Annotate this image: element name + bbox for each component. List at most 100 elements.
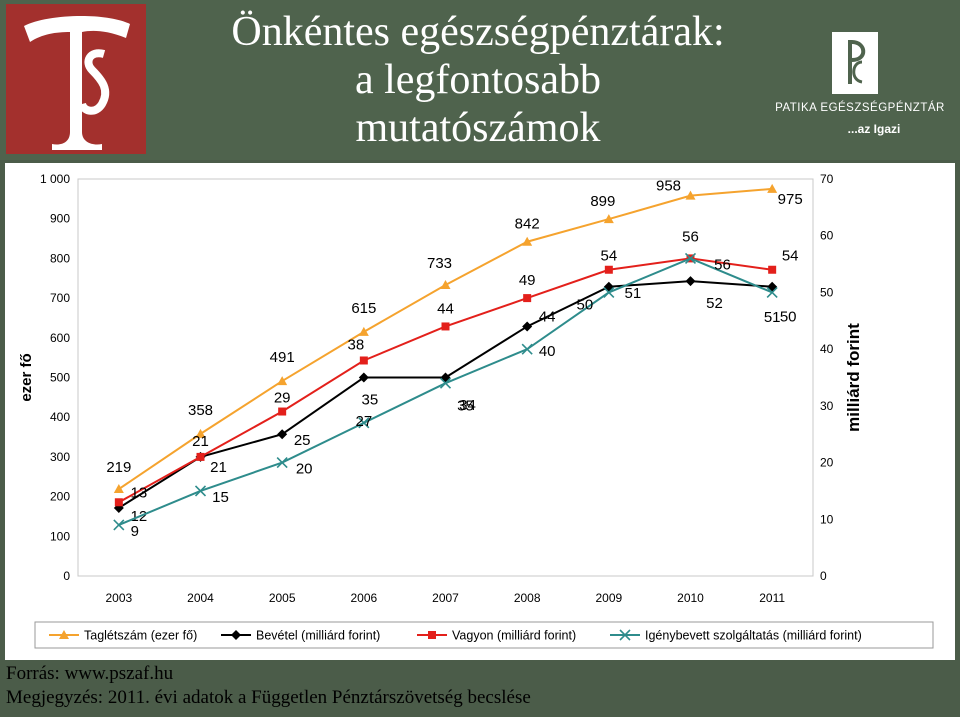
data-label: 50 bbox=[576, 296, 593, 313]
data-point bbox=[603, 214, 614, 224]
title-line-1: Önkéntes egészségpénztárak: bbox=[231, 9, 725, 55]
data-label: 51 bbox=[624, 285, 641, 302]
data-label: 29 bbox=[274, 390, 291, 407]
data-label: 38 bbox=[347, 336, 364, 353]
data-label: 842 bbox=[515, 216, 540, 233]
x-tick-label: 2004 bbox=[187, 591, 214, 605]
data-label: 15 bbox=[212, 489, 229, 506]
y2-tick-label: 70 bbox=[820, 172, 834, 186]
y2-tick-label: 40 bbox=[820, 342, 834, 356]
y2-tick-label: 20 bbox=[820, 456, 834, 470]
y-tick-label: 800 bbox=[50, 251, 70, 265]
data-point bbox=[194, 485, 207, 497]
y-axis-title: ezer fő bbox=[18, 353, 35, 401]
line-chart: 0 100 200 300 400 500 600 700 800 900 1 000 0 10 20 30… bbox=[18, 172, 934, 649]
data-point bbox=[113, 484, 124, 494]
pszaf-logo-icon bbox=[6, 4, 146, 154]
data-label: 34 bbox=[459, 397, 476, 414]
data-point bbox=[767, 183, 778, 193]
data-label: 35 bbox=[457, 398, 474, 415]
y-tick-label: 400 bbox=[50, 410, 70, 424]
data-label: 615 bbox=[351, 300, 376, 317]
data-label: 54 bbox=[782, 248, 799, 265]
legend-swatch-marker bbox=[59, 630, 69, 639]
legend-swatch-marker bbox=[231, 630, 241, 640]
data-point bbox=[440, 279, 451, 289]
x-tick-label: 2006 bbox=[350, 591, 377, 605]
data-label: 958 bbox=[656, 178, 681, 195]
y-tick-label: 100 bbox=[50, 529, 70, 543]
data-point bbox=[114, 498, 123, 507]
data-point bbox=[603, 286, 615, 298]
brand-slogan: ...az Igazi bbox=[847, 122, 901, 136]
data-label: 21 bbox=[210, 459, 227, 476]
data-point bbox=[685, 276, 696, 287]
series-line bbox=[118, 187, 773, 490]
data-label: 52 bbox=[706, 295, 723, 312]
x-tick-label: 2010 bbox=[677, 591, 704, 605]
data-point bbox=[113, 519, 125, 531]
data-point bbox=[358, 417, 370, 429]
y-tick-label: 900 bbox=[50, 212, 70, 226]
data-label: 56 bbox=[682, 228, 699, 245]
y2-tick-label: 10 bbox=[820, 512, 834, 526]
data-point bbox=[277, 376, 288, 386]
data-point bbox=[523, 294, 532, 303]
data-point bbox=[439, 377, 452, 389]
y2-tick-label: 60 bbox=[820, 229, 834, 243]
y-tick-label: 200 bbox=[50, 490, 70, 504]
y2-axis-title: milliárd forint bbox=[844, 323, 863, 432]
data-label: 733 bbox=[427, 255, 452, 272]
legend-entry: Bevétel (milliárd forint) bbox=[256, 629, 380, 643]
y2-tick-label: 0 bbox=[820, 569, 827, 583]
x-tick-label: 2003 bbox=[105, 591, 132, 605]
data-label: 9 bbox=[131, 523, 139, 540]
data-label: 40 bbox=[539, 343, 556, 360]
series-line bbox=[118, 257, 773, 526]
legend-entry: Vagyon (milliárd forint) bbox=[452, 629, 576, 643]
patika-logo-icon bbox=[832, 32, 878, 94]
brand-name: PATIKA EGÉSZSÉGPÉNZTÁR bbox=[775, 102, 945, 114]
data-point bbox=[278, 407, 287, 416]
data-point bbox=[195, 428, 206, 438]
data-point bbox=[685, 190, 696, 200]
data-point bbox=[521, 343, 533, 355]
data-label: 49 bbox=[519, 272, 536, 289]
page-title: Önkéntes egészségpénztárak: a legfontosa… bbox=[158, 8, 798, 152]
data-label: 20 bbox=[296, 461, 313, 478]
data-point bbox=[684, 252, 697, 264]
x-tick-label: 2011 bbox=[759, 591, 785, 605]
data-point bbox=[441, 322, 450, 331]
data-point bbox=[358, 372, 369, 383]
title-line-2: a legfontosabb bbox=[354, 57, 602, 103]
data-label: 358 bbox=[188, 402, 213, 419]
data-label: 44 bbox=[539, 308, 556, 325]
data-label: 25 bbox=[294, 432, 311, 449]
data-point bbox=[359, 356, 368, 365]
data-label: 13 bbox=[130, 484, 147, 501]
x-tick-label: 2008 bbox=[514, 591, 541, 605]
data-point bbox=[276, 457, 288, 469]
data-label: 51 bbox=[764, 309, 781, 326]
data-label: 56 bbox=[714, 256, 731, 273]
data-label: 219 bbox=[106, 459, 131, 476]
y-tick-label: 0 bbox=[63, 569, 70, 583]
data-point bbox=[766, 286, 778, 298]
source-text: Forrás: www.pszaf.hu bbox=[6, 663, 174, 684]
note-text: Megjegyzés: 2011. évi adatok a Független… bbox=[6, 687, 531, 708]
title-line-3: mutatószámok bbox=[355, 105, 601, 151]
data-point bbox=[196, 452, 205, 461]
data-point bbox=[277, 429, 288, 440]
data-label: 50 bbox=[780, 308, 797, 325]
y2-tick-label: 30 bbox=[820, 399, 834, 413]
legend-entry: Igénybevett szolgáltatás (milliárd forin… bbox=[645, 629, 862, 643]
data-label: 54 bbox=[600, 248, 617, 265]
y-tick-label: 1 000 bbox=[40, 172, 70, 186]
data-point bbox=[604, 265, 613, 274]
data-point bbox=[522, 321, 533, 332]
patika-brand: PATIKA EGÉSZSÉGPÉNZTÁR ...az Igazi bbox=[770, 30, 950, 140]
data-label: 975 bbox=[778, 191, 803, 208]
data-label: 491 bbox=[270, 349, 295, 366]
x-tick-label: 2005 bbox=[269, 591, 296, 605]
data-point bbox=[768, 265, 777, 274]
